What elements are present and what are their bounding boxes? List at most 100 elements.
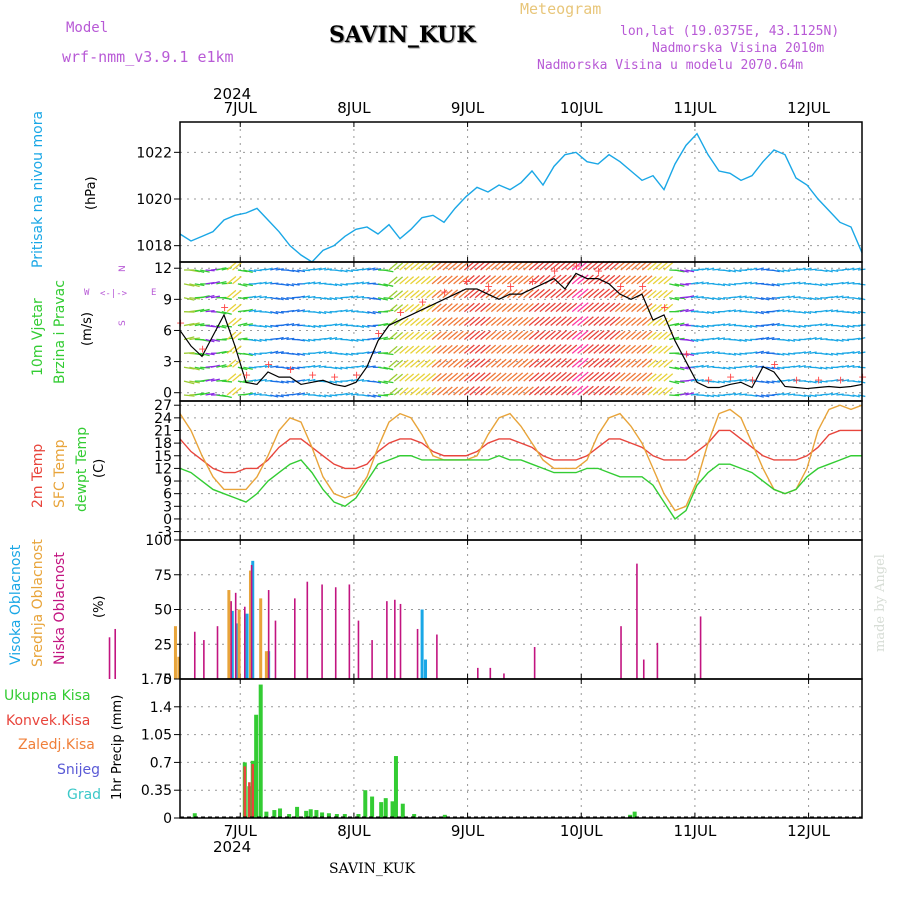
wind-arrow: [340, 323, 348, 327]
wind-arrow: [183, 297, 195, 301]
wind-arrow: [248, 309, 257, 313]
wind-arrow: [836, 324, 844, 328]
wind-arrow: [631, 275, 642, 285]
wind-arrow: [674, 366, 685, 371]
low-cloud-bar: [203, 640, 205, 679]
wind-arrow: [415, 289, 426, 299]
wind-arrow: [593, 316, 605, 327]
wind-arrow: [253, 393, 262, 396]
wind-arrow: [302, 352, 311, 356]
wind-arrow: [442, 275, 453, 285]
dewpt-temp-label: dewpt Temp: [74, 426, 90, 512]
wind-arrow: [771, 380, 780, 383]
day-label-top: 8JUL: [337, 99, 371, 117]
wind-arrow: [485, 261, 497, 271]
wind-arrow: [205, 269, 215, 272]
wind-arrow: [539, 372, 551, 382]
wind-arrow: [431, 275, 442, 285]
wind-arrow: [280, 297, 289, 301]
wind-arrow: [313, 364, 321, 368]
temperature-ytick-label: 6: [163, 487, 172, 503]
wind-arrow: [340, 392, 348, 396]
wind-arrow: [426, 303, 437, 313]
wind-arrow: [609, 330, 621, 340]
wind-arrow: [420, 317, 431, 327]
wind-arrow: [216, 364, 227, 368]
wind-arrow: [852, 297, 861, 300]
wind-arrow: [458, 316, 470, 327]
wind-gust-marker: +: [330, 370, 339, 383]
temperature-ytick-label: 27: [154, 398, 172, 414]
wind-arrow: [598, 316, 611, 327]
wind-gust-marker: +: [374, 327, 383, 340]
wind-arrow: [329, 283, 338, 287]
wind-arrow: [528, 261, 540, 271]
wind-arrow: [593, 288, 605, 299]
wind-arrow: [636, 358, 648, 368]
wind-arrow: [582, 274, 594, 285]
wind-arrow: [453, 386, 464, 396]
wind-arrow: [361, 311, 370, 314]
wind-arrow: [555, 385, 567, 396]
wind-arrow: [669, 297, 680, 301]
wind-arrow: [712, 297, 720, 301]
wind-arrow: [329, 297, 338, 301]
wind-arrow: [388, 373, 398, 382]
wind-arrow: [701, 351, 709, 354]
wind-arrow: [420, 289, 431, 299]
wind-arrow: [760, 311, 770, 314]
wind-arrow: [307, 378, 316, 382]
high-cloud-bar: [251, 560, 255, 679]
wind-arrow: [830, 379, 839, 382]
wind-arrow: [544, 372, 556, 382]
wind-arrow: [674, 283, 685, 287]
wind-arrow: [814, 380, 823, 384]
low-cloud-bar: [114, 628, 117, 679]
wind-arrow: [399, 290, 409, 299]
precipitation-ytick-label: 0: [163, 811, 172, 827]
wind-arrow: [183, 380, 195, 385]
wind-arrow: [420, 331, 431, 340]
wind-arrow: [604, 260, 616, 271]
wind-arrow: [340, 309, 348, 313]
wind-arrow: [345, 379, 354, 382]
wind-arrow: [270, 282, 279, 285]
wind-arrow: [804, 365, 812, 368]
wind-arrow: [712, 380, 720, 384]
wind-arrow: [243, 283, 253, 287]
wind-arrow: [728, 392, 737, 396]
wind-arrow: [723, 283, 731, 287]
wind-arrow: [329, 323, 338, 327]
wind-arrow: [340, 366, 348, 370]
wind-arrow: [523, 372, 534, 382]
wind-arrow: [604, 288, 616, 299]
wind-arrow: [254, 310, 262, 313]
wind-arrow: [200, 366, 210, 369]
wind-arrow: [517, 261, 529, 271]
wind-arrow: [490, 261, 502, 271]
wind-arrow: [345, 269, 354, 273]
wind-arrow: [820, 269, 828, 273]
wind-arrow: [620, 275, 631, 285]
wind-arrow: [528, 302, 540, 313]
wind-arrow: [620, 358, 631, 368]
wind-arrow: [631, 344, 642, 354]
wind-arrow: [237, 269, 248, 273]
wind-arrow: [847, 281, 855, 285]
wind-arrow: [372, 351, 382, 354]
wind-arrow: [534, 316, 545, 327]
wind-arrow: [690, 324, 699, 328]
wind-arrow: [361, 267, 370, 271]
wind-arrow: [226, 317, 237, 327]
wind-arrow: [431, 261, 442, 271]
compass-cross-icon: <-|->: [100, 289, 128, 299]
wind-arrow: [836, 281, 844, 285]
wind-arrow: [798, 394, 806, 397]
wind-arrow: [825, 366, 834, 370]
wind-arrow: [351, 393, 359, 396]
wind-arrow: [658, 303, 668, 313]
wind-gust-marker: +: [286, 363, 295, 376]
wind-arrow: [647, 387, 657, 396]
wind-arrow: [194, 323, 205, 327]
wind-arrow: [393, 262, 404, 271]
